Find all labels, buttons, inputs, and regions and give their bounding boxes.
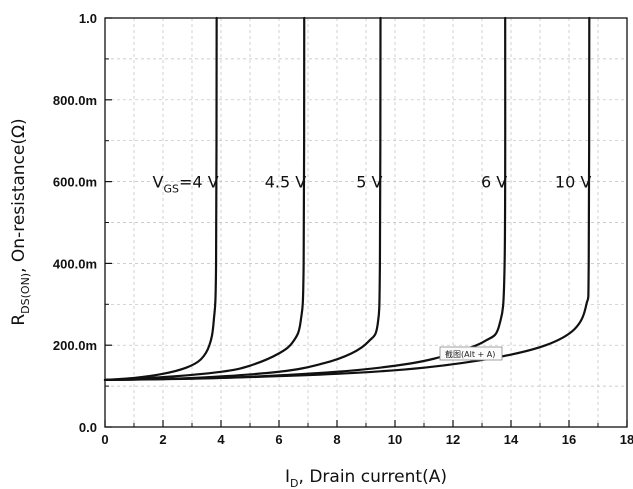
- tooltip-text: 截图(Alt + A): [445, 349, 495, 359]
- x-tick-label: 18: [620, 432, 633, 447]
- y-tick-label: 800.0m: [53, 93, 97, 108]
- curve-label-1: 4.5 V: [265, 173, 307, 192]
- x-tick-label: 2: [159, 432, 166, 447]
- curve-label-4: 10 V: [555, 173, 591, 192]
- grid: [105, 18, 627, 427]
- y-tick-label: 400.0m: [53, 256, 97, 271]
- curve-labels: VGS=4 V 4.5 V 5 V 6 V 10 V: [153, 173, 592, 196]
- series-line-0: [103, 16, 218, 382]
- x-tick-label: 10: [388, 432, 402, 447]
- x-tick-label: 14: [504, 432, 519, 447]
- x-tick-label: 6: [275, 432, 282, 447]
- y-tick-label: 0.0: [79, 420, 97, 435]
- curve-label-2: 5 V: [356, 173, 382, 192]
- series-line-1: [103, 16, 306, 382]
- y-tick-label: 200.0m: [53, 338, 97, 353]
- curve-label-0: VGS=4 V: [153, 173, 219, 196]
- x-tick-label: 12: [446, 432, 460, 447]
- axis-ticks: 0 2 4 6 8 10 12 14 16 18 0.0 200.0m 400.0m 600.0m 800.…: [53, 11, 633, 447]
- x-tick-label: 16: [562, 432, 576, 447]
- x-tick-label: 4: [217, 432, 225, 447]
- series-line-4: [103, 16, 591, 382]
- curve-label-3: 6 V: [481, 173, 507, 192]
- x-tick-label: 8: [333, 432, 340, 447]
- y-axis-title: RDS(ON), On-resistance(Ω): [9, 118, 32, 325]
- series-line-2: [103, 16, 382, 382]
- x-axis-title: ID, Drain current(A): [285, 467, 447, 489]
- series-lines: [103, 16, 591, 382]
- screenshot-tooltip: 截图(Alt + A): [439, 346, 503, 361]
- x-tick-label: 0: [101, 432, 108, 447]
- y-tick-label: 1.0: [79, 11, 97, 26]
- y-tick-label: 600.0m: [53, 175, 97, 190]
